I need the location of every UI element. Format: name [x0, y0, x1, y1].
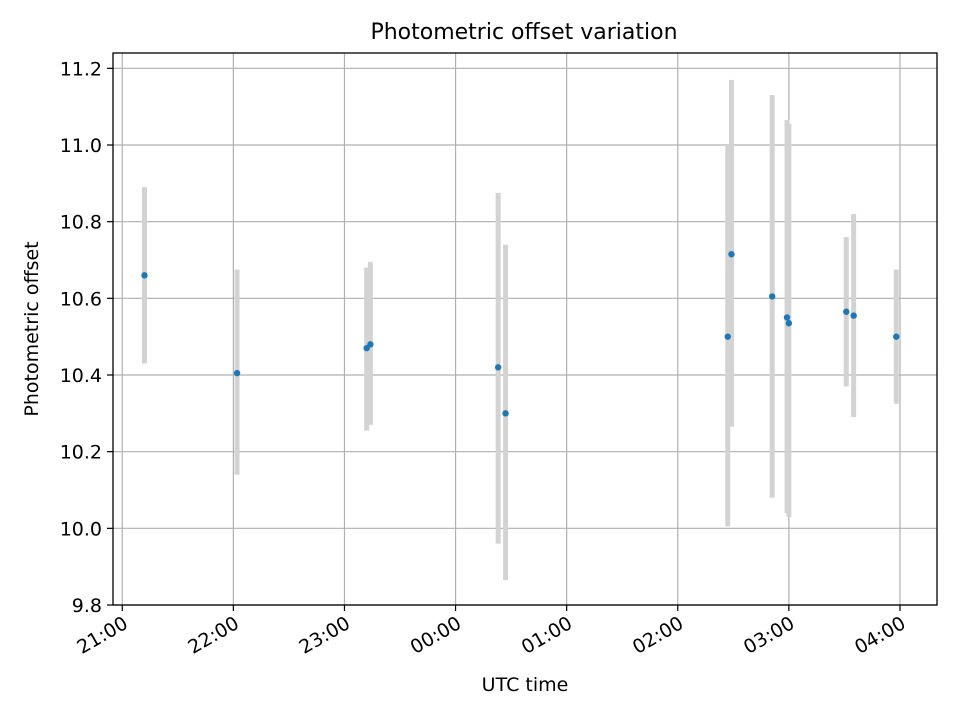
y-tick-label: 11.2 [60, 58, 102, 80]
data-point [783, 314, 791, 321]
data-point [141, 272, 148, 279]
y-tick-label: 11.0 [60, 135, 102, 157]
chart-title: Photometric offset variation [370, 20, 677, 45]
data-point [850, 312, 857, 319]
data-point [494, 364, 502, 371]
y-tick-label: 10.0 [60, 518, 102, 540]
plot-frame [112, 52, 938, 606]
y-tick-label: 10.8 [60, 212, 102, 234]
data-point [769, 293, 776, 300]
data-point [233, 369, 241, 377]
y-tick-label: 10.2 [60, 442, 102, 464]
y-axis-label: Photometric offset [21, 241, 43, 416]
data-point [785, 320, 793, 327]
data-point [724, 333, 731, 340]
y-tick-label: 9.8 [72, 595, 102, 617]
data-point [502, 410, 509, 417]
data-point [893, 333, 900, 340]
y-tick-label: 10.4 [60, 365, 102, 387]
y-tick-label: 10.6 [60, 288, 102, 310]
y-axis-ticks: 9.8 10.0 10.2 10.4 10.6 10.8 11.0 11.2 [60, 58, 113, 617]
x-axis-label: UTC time [482, 674, 569, 696]
data-point [843, 308, 850, 315]
data-point [367, 341, 374, 348]
data-points [141, 251, 900, 417]
data-point [728, 251, 735, 258]
